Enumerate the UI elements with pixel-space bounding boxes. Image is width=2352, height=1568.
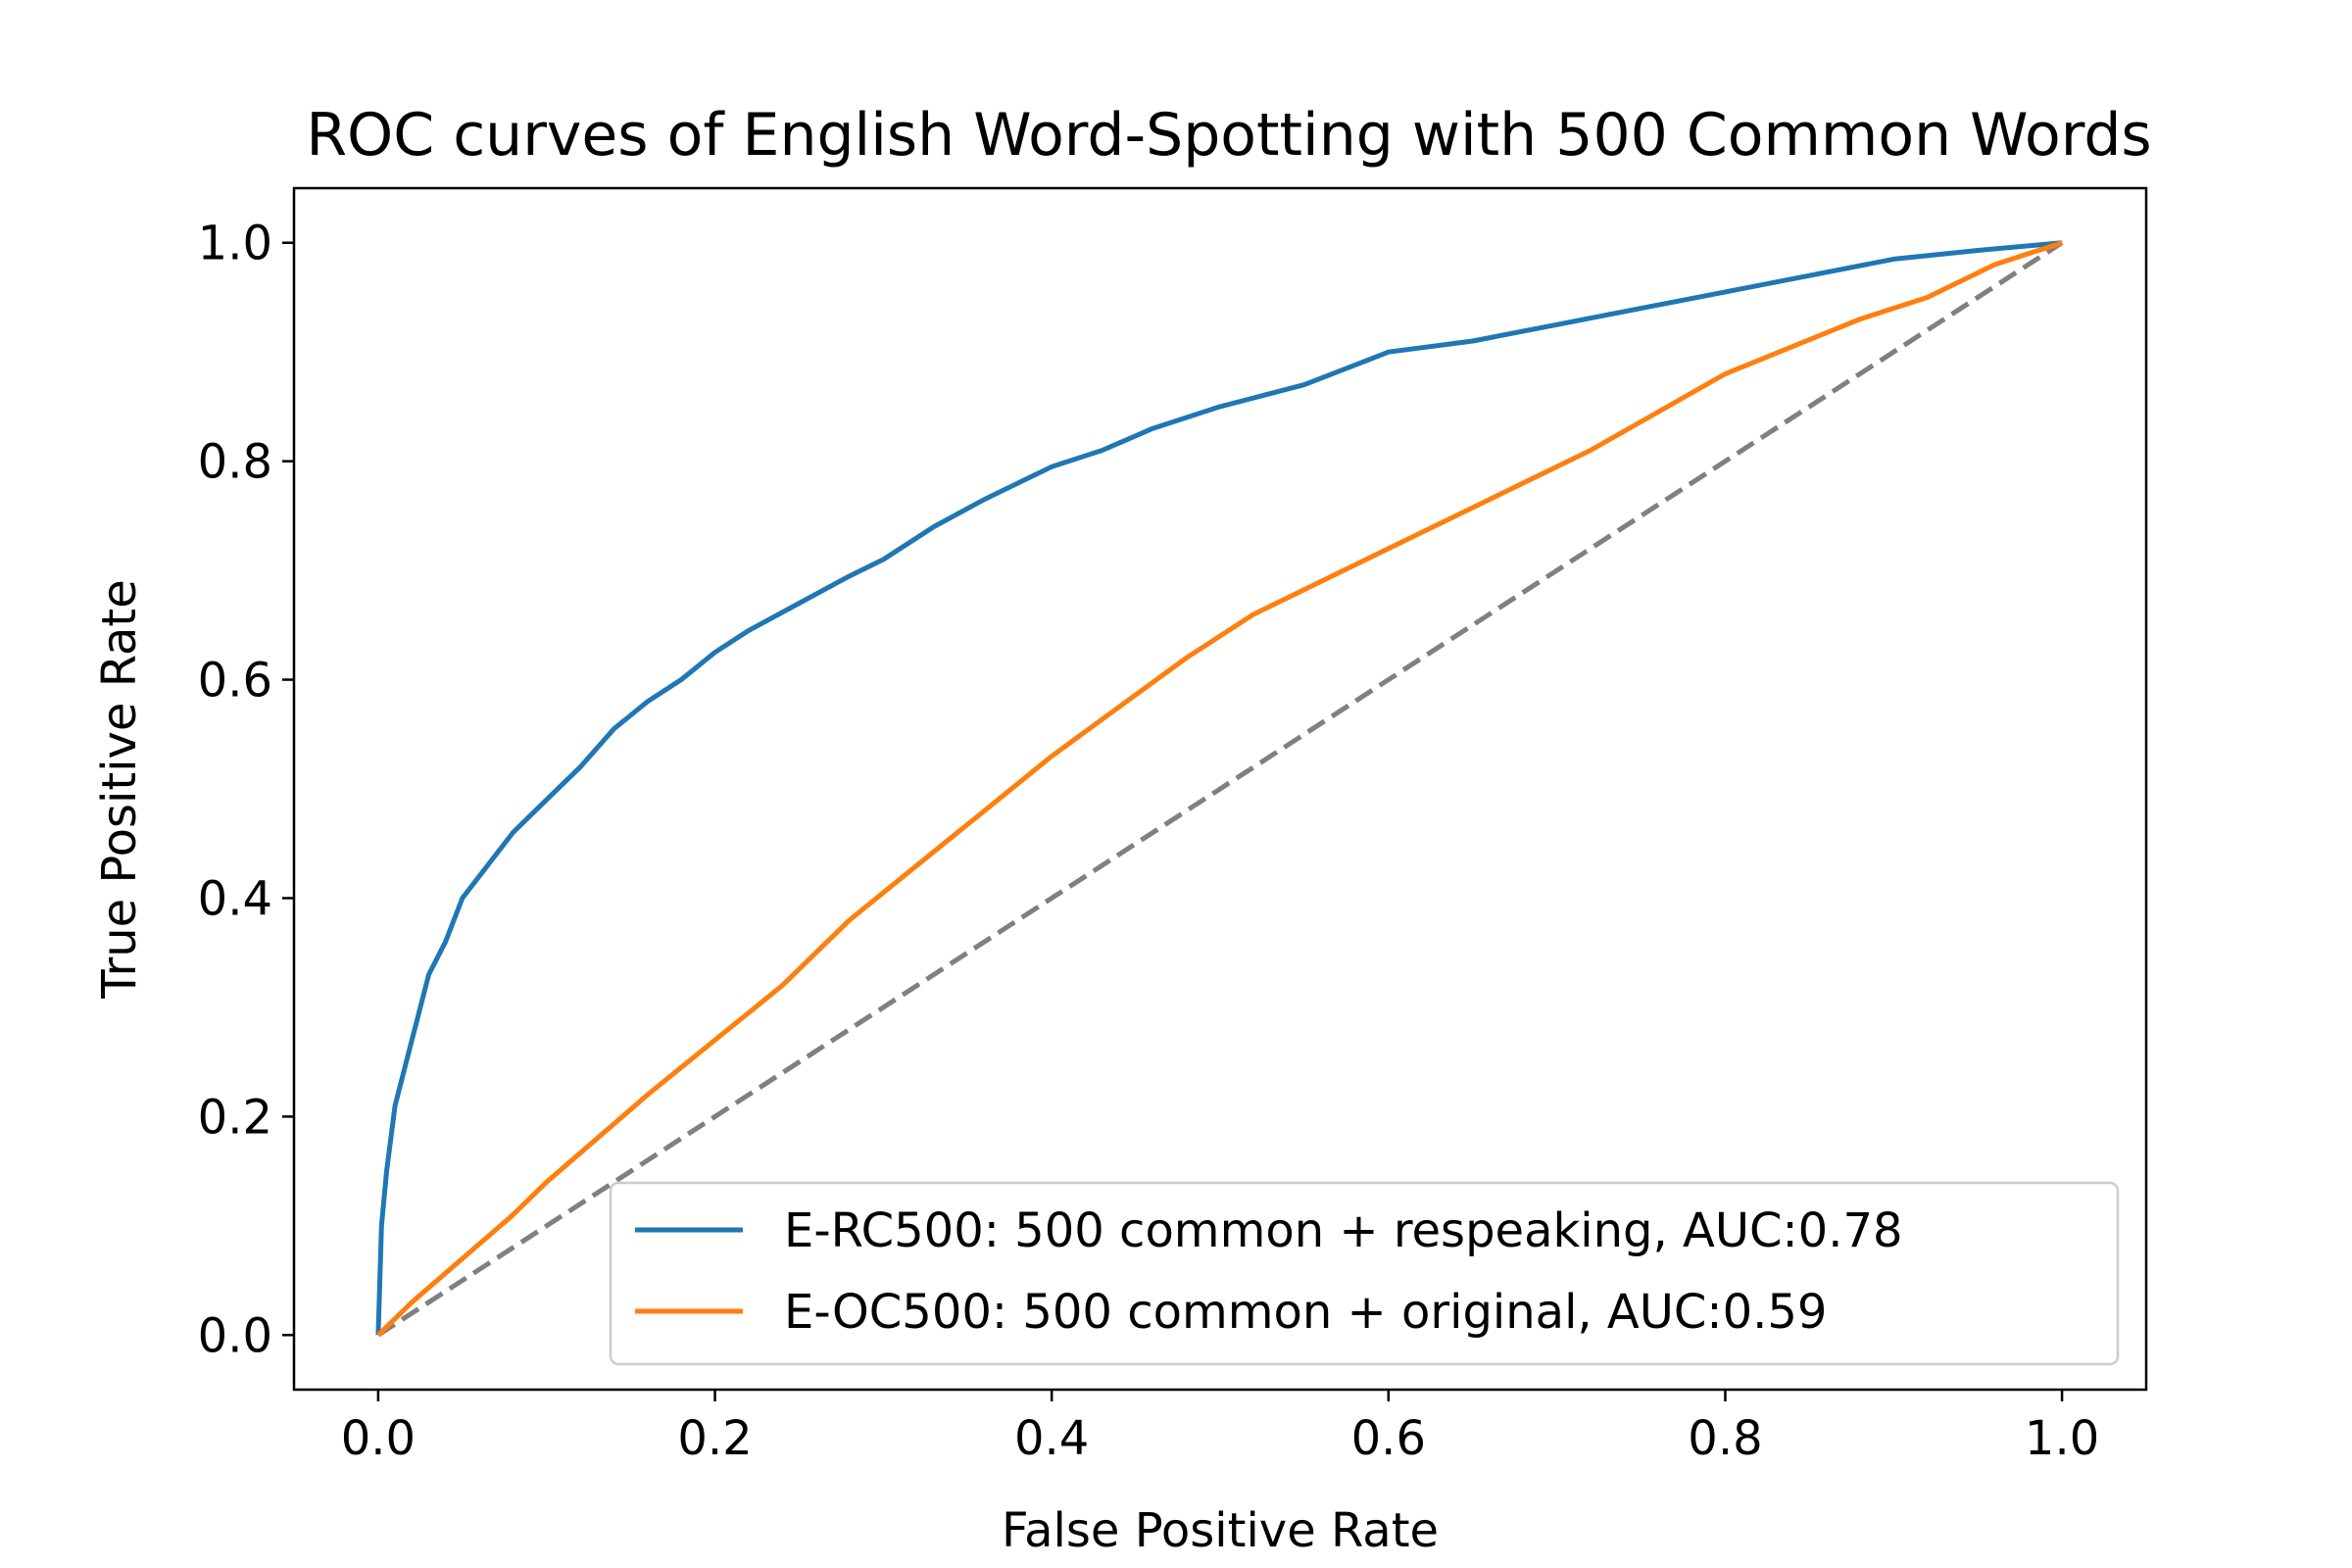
legend-box bbox=[609, 1181, 2120, 1366]
series-line-oc500 bbox=[376, 240, 2063, 1338]
plot-area: 0.0 0.2 0.4 0.6 0.8 1.0 0.0 0.2 0.4 0.6 0.8 1.0 bbox=[198, 186, 2148, 1466]
axes-frame bbox=[292, 186, 2148, 1392]
legend-label-oc500: E-OC500: 500 common + original, AUC:0.59 bbox=[784, 1285, 1827, 1340]
y-axis-label: True Positive Rate bbox=[92, 579, 147, 1000]
y-axis-ticks: 0.0 0.2 0.4 0.6 0.8 1.0 bbox=[198, 217, 294, 1363]
chart-title: ROC curves of English Word-Spotting with… bbox=[306, 101, 2151, 170]
y-tick-label: 0.2 bbox=[198, 1090, 272, 1145]
y-tick-label: 1.0 bbox=[198, 217, 272, 271]
y-tick-label: 0.0 bbox=[198, 1308, 272, 1363]
legend: E-RC500: 500 common + respeaking, AUC:0.… bbox=[609, 1181, 2120, 1366]
x-axis-label: False Positive Rate bbox=[1002, 1503, 1439, 1558]
x-tick-label: 0.6 bbox=[1351, 1411, 1426, 1466]
series-layer bbox=[375, 240, 2064, 1338]
chance-diagonal-line bbox=[376, 240, 2064, 1338]
legend-label-rc500: E-RC500: 500 common + respeaking, AUC:0.… bbox=[784, 1203, 1903, 1258]
y-tick-label: 0.6 bbox=[198, 654, 272, 709]
x-tick-label: 1.0 bbox=[2025, 1411, 2099, 1466]
series-line-rc500 bbox=[375, 240, 2063, 1336]
x-tick-label: 0.8 bbox=[1688, 1411, 1762, 1466]
y-tick-label: 0.8 bbox=[198, 435, 272, 490]
x-tick-label: 0.0 bbox=[341, 1411, 416, 1466]
x-tick-label: 0.4 bbox=[1014, 1411, 1089, 1466]
y-tick-label: 0.4 bbox=[198, 871, 272, 926]
x-axis-ticks: 0.0 0.2 0.4 0.6 0.8 1.0 bbox=[341, 1390, 2099, 1466]
x-tick-label: 0.2 bbox=[677, 1411, 752, 1466]
